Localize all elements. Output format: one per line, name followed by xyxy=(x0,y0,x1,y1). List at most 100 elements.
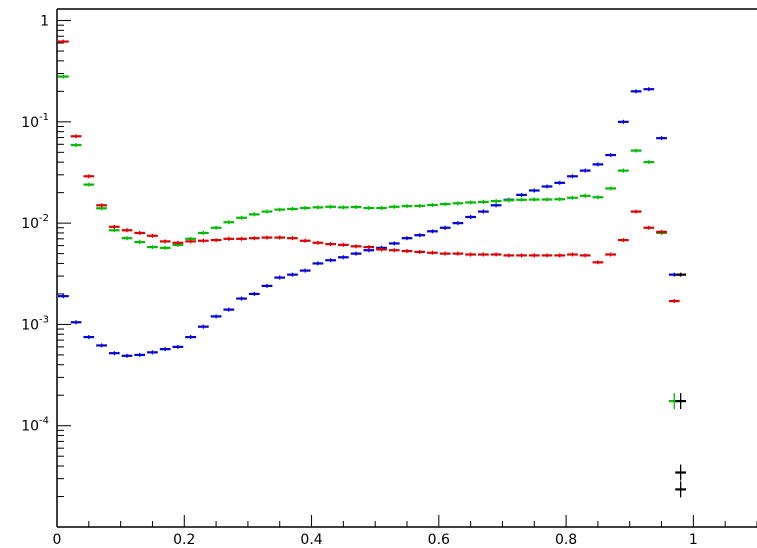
y-tick-label: 10-1 xyxy=(21,112,49,131)
data-point xyxy=(223,236,235,241)
data-point xyxy=(58,74,69,79)
data-point xyxy=(287,272,298,277)
data-point xyxy=(363,206,375,211)
data-point xyxy=(465,252,476,257)
data-point xyxy=(134,240,146,245)
data-point xyxy=(350,205,362,210)
data-point xyxy=(427,229,438,234)
x-tick-label: 0.4 xyxy=(300,532,322,548)
data-point xyxy=(656,229,667,234)
y-tick-label: 10-4 xyxy=(21,416,49,435)
data-point xyxy=(643,225,655,230)
plot-axes xyxy=(56,8,757,528)
data-point xyxy=(388,248,400,253)
data-point xyxy=(567,195,578,200)
data-point xyxy=(274,207,286,212)
data-point xyxy=(465,214,476,219)
data-point xyxy=(198,230,209,235)
data-point xyxy=(96,343,107,348)
data-point xyxy=(210,314,222,319)
data-point xyxy=(185,335,196,340)
data-point xyxy=(223,307,235,312)
data-point xyxy=(70,134,82,139)
data-point xyxy=(427,202,438,207)
y-tick-label: 10-2 xyxy=(21,213,49,232)
data-point xyxy=(236,215,247,220)
data-point xyxy=(299,206,311,211)
data-point xyxy=(605,153,616,158)
data-point xyxy=(618,238,629,243)
data-point xyxy=(675,393,686,410)
data-point xyxy=(478,209,489,214)
data-point xyxy=(274,275,286,280)
data-point xyxy=(579,193,591,198)
data-point xyxy=(134,352,146,357)
data-point xyxy=(376,247,387,252)
data-point xyxy=(414,203,426,208)
series-1-markers xyxy=(58,74,680,410)
data-point xyxy=(58,39,69,44)
data-point xyxy=(121,353,133,358)
data-point xyxy=(452,251,464,256)
data-marks xyxy=(58,39,686,498)
data-point xyxy=(159,245,171,250)
data-point xyxy=(248,291,260,296)
data-point xyxy=(388,204,400,209)
data-point xyxy=(503,253,515,258)
data-point xyxy=(388,241,400,246)
data-point xyxy=(541,184,553,189)
data-point xyxy=(439,251,451,256)
data-point xyxy=(427,250,438,255)
data-point xyxy=(147,233,158,238)
x-tick-label: 0.8 xyxy=(555,532,577,548)
data-point xyxy=(121,228,133,233)
data-point xyxy=(592,260,604,265)
data-point xyxy=(350,244,362,249)
y-tick-label: 1 xyxy=(40,14,49,30)
data-point xyxy=(159,239,171,244)
data-point xyxy=(287,236,298,241)
data-point xyxy=(248,236,260,241)
data-point xyxy=(70,320,82,325)
data-point xyxy=(439,202,451,207)
data-point xyxy=(210,238,222,243)
data-point xyxy=(414,249,426,254)
data-point xyxy=(592,162,604,167)
data-point xyxy=(668,299,680,304)
data-point xyxy=(325,204,336,209)
data-point xyxy=(312,261,324,266)
data-point xyxy=(490,203,502,208)
data-point xyxy=(579,168,591,173)
data-point xyxy=(236,236,247,241)
data-point xyxy=(630,148,642,153)
data-point xyxy=(490,199,502,204)
data-point xyxy=(299,268,311,273)
data-point xyxy=(554,180,566,185)
data-point xyxy=(312,205,324,210)
data-point xyxy=(439,225,451,230)
data-point xyxy=(338,242,349,247)
data-point xyxy=(401,236,413,241)
data-point xyxy=(325,258,336,263)
data-point xyxy=(567,174,578,179)
data-point xyxy=(376,206,387,211)
data-point xyxy=(363,245,375,250)
x-tick-label: 0.2 xyxy=(173,532,195,548)
data-point xyxy=(528,253,540,258)
data-point xyxy=(528,197,540,202)
data-point xyxy=(567,252,578,257)
data-point xyxy=(312,240,324,245)
series-3-markers xyxy=(675,272,686,498)
data-point xyxy=(350,251,362,256)
data-point xyxy=(159,347,171,352)
x-tick-label: 1 xyxy=(689,532,698,548)
data-point xyxy=(643,160,655,165)
data-point xyxy=(261,235,273,240)
data-point xyxy=(96,203,107,208)
data-point xyxy=(465,200,476,205)
series-2-markers xyxy=(58,39,680,304)
data-point xyxy=(108,228,120,233)
data-point xyxy=(452,221,464,226)
data-point xyxy=(675,481,686,498)
